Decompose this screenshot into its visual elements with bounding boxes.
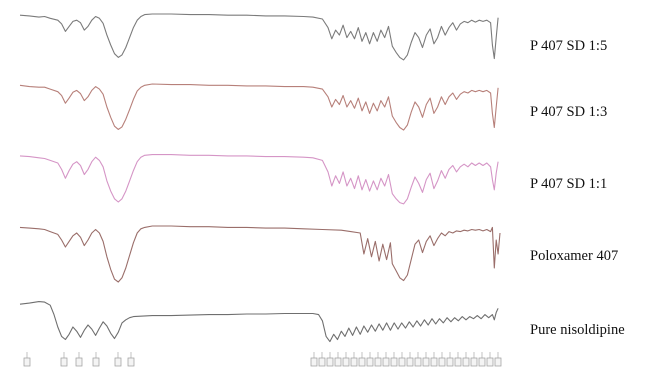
peak-tick-23 bbox=[438, 357, 446, 367]
peak-tick-5 bbox=[114, 357, 122, 367]
peak-tick-8 bbox=[318, 357, 326, 367]
spectrum-trace-2 bbox=[19, 83, 499, 131]
peak-tick-7 bbox=[310, 357, 318, 367]
series-labels: P 407 SD 1:5 P 407 SD 1:3 P 407 SD 1:1 Polo… bbox=[530, 38, 625, 338]
peak-tick-16 bbox=[382, 357, 390, 367]
peak-tick-17 bbox=[390, 357, 398, 367]
peak-tick-27 bbox=[470, 357, 478, 367]
series-label-2: P 407 SD 1:3 bbox=[530, 104, 607, 120]
peak-tick-19 bbox=[406, 357, 414, 367]
peak-tick-26 bbox=[462, 357, 470, 367]
peak-tick-15 bbox=[374, 357, 382, 367]
peak-tick-3 bbox=[75, 357, 83, 367]
peak-tick-20 bbox=[414, 357, 422, 367]
spectra-traces bbox=[19, 13, 501, 343]
peak-tick-18 bbox=[398, 357, 406, 367]
peak-tick-10 bbox=[334, 357, 342, 367]
series-label-3: P 407 SD 1:1 bbox=[530, 176, 607, 192]
peak-tick-30 bbox=[494, 357, 502, 367]
peak-tick-24 bbox=[446, 357, 454, 367]
spectrum-trace-1 bbox=[19, 13, 499, 61]
spectrum-trace-5 bbox=[19, 301, 499, 343]
peak-tick-29 bbox=[486, 357, 494, 367]
peak-tick-14 bbox=[366, 357, 374, 367]
peak-tick-1 bbox=[23, 357, 31, 367]
series-label-1: P 407 SD 1:5 bbox=[530, 38, 607, 54]
peak-tick-25 bbox=[454, 357, 462, 367]
peak-tick-2 bbox=[60, 357, 68, 367]
peak-tick-11 bbox=[342, 357, 350, 367]
peak-tick-13 bbox=[358, 357, 366, 367]
peak-tick-12 bbox=[350, 357, 358, 367]
spectrum-trace-3 bbox=[19, 154, 499, 205]
peak-tick-4 bbox=[92, 357, 100, 367]
series-label-5: Pure nisoldipine bbox=[530, 322, 625, 338]
peak-tick-22 bbox=[430, 357, 438, 367]
peak-tick-28 bbox=[478, 357, 486, 367]
peak-tick-markers bbox=[23, 352, 502, 367]
peak-tick-21 bbox=[422, 357, 430, 367]
peak-tick-9 bbox=[326, 357, 334, 367]
peak-tick-6 bbox=[127, 357, 135, 367]
spectrum-trace-4 bbox=[19, 225, 501, 283]
series-label-4: Poloxamer 407 bbox=[530, 248, 618, 264]
